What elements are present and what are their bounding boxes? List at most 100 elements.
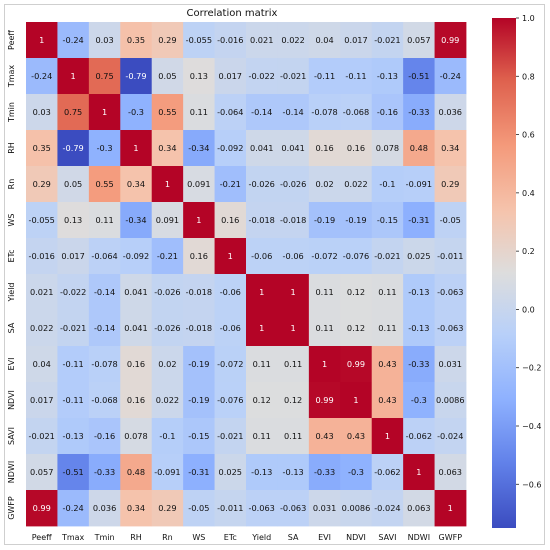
heatmap-cell [434, 202, 467, 239]
cell-value-label: 1 [291, 323, 296, 333]
heatmap-cell [371, 166, 404, 203]
cell-value-label: -0.063 [437, 323, 463, 333]
heatmap-cell [434, 94, 467, 131]
heatmap-cell [120, 382, 153, 419]
cell-value-label: 0.11 [315, 323, 333, 333]
cell-value-label: 0.11 [95, 215, 113, 225]
y-tick-label: NDWI [7, 461, 16, 483]
heatmap-cell [183, 238, 215, 275]
y-tick-label: ETc [7, 250, 16, 263]
cell-value-label: -0.33 [94, 467, 115, 477]
cell-value-label: -0.13 [283, 467, 304, 477]
cell-value-label: 0.078 [376, 143, 399, 153]
cell-value-label: 0.29 [158, 35, 176, 45]
cell-value-label: -0.076 [343, 251, 369, 261]
cell-value-label: 0.48 [127, 467, 145, 477]
colorbar-tick-label: 0.4 [522, 189, 535, 198]
cell-value-label: -0.068 [343, 107, 369, 117]
heatmap-cell [88, 274, 121, 311]
x-tick-label: EVI [318, 533, 331, 542]
heatmap-cell [403, 202, 435, 239]
heatmap-cell [88, 22, 121, 59]
cell-value-label: 0.16 [221, 215, 239, 225]
y-tick-label: Peeff [7, 30, 16, 50]
cell-value-label: -0.19 [188, 359, 209, 369]
heatmap-cell [57, 382, 90, 419]
heatmap-cell [214, 166, 247, 203]
heatmap-cell [371, 418, 404, 455]
heatmap-cell [88, 58, 121, 95]
heatmap-cell [26, 274, 58, 311]
heatmap-cell [26, 94, 58, 131]
heatmap-cell [151, 202, 184, 239]
cell-value-label: 0.16 [190, 251, 208, 261]
cell-value-label: -0.11 [314, 71, 335, 81]
heatmap-cell [434, 22, 467, 59]
heatmap-cell [277, 58, 310, 95]
heatmap-cell [120, 238, 153, 275]
heatmap-cell [120, 310, 153, 347]
cell-value-label: 1 [385, 431, 390, 441]
cell-value-label: -0.16 [94, 431, 115, 441]
heatmap-cell [308, 130, 341, 167]
cell-value-label: 0.041 [250, 143, 273, 153]
heatmap-cell [340, 382, 373, 419]
heatmap-cell [57, 490, 90, 527]
heatmap-cell [88, 130, 121, 167]
heatmap-cell [214, 454, 247, 491]
heatmap-cell [403, 274, 435, 311]
y-axis-ticks: Peeff Tmax Tmin RH Rn WS ETc Yield SA EVI NDVI SAVI… [7, 30, 16, 520]
cell-value-label: 0.12 [347, 323, 365, 333]
heatmap-cell [246, 22, 278, 59]
cell-value-label: 1 [71, 71, 76, 81]
heatmap-cell [214, 490, 247, 527]
cell-value-label: 0.75 [64, 107, 82, 117]
cell-value-label: -0.11 [63, 395, 84, 405]
heatmap-cell [308, 490, 341, 527]
x-tick-label: GWFP [439, 533, 463, 542]
heatmap-cell [308, 22, 341, 59]
cell-value-label: -0.51 [63, 467, 84, 477]
cell-value-label: -0.072 [217, 359, 243, 369]
cell-value-label: 0.12 [347, 287, 365, 297]
colorbar [492, 18, 516, 528]
heatmap-cell [434, 130, 467, 167]
cell-value-label: 0.063 [407, 503, 430, 513]
cell-value-label: -0.062 [374, 467, 400, 477]
cell-value-label: -0.024 [374, 503, 400, 513]
cell-value-label: 1 [228, 251, 233, 261]
heatmap-cell [120, 418, 153, 455]
cell-value-label: 0.75 [95, 71, 113, 81]
cell-value-label: 1 [416, 467, 421, 477]
cell-value-label: 0.99 [315, 395, 333, 405]
cell-value-label: -0.021 [374, 35, 400, 45]
heatmap-cell [120, 166, 153, 203]
cell-value-label: -0.15 [377, 215, 398, 225]
heatmap-cell [183, 346, 215, 383]
heatmap-cell [183, 274, 215, 311]
cell-value-label: -0.011 [217, 503, 243, 513]
heatmap-cell [434, 166, 467, 203]
cell-value-label: 0.11 [378, 287, 396, 297]
cell-value-label: -0.078 [311, 107, 337, 117]
heatmap-cell [277, 310, 310, 347]
cell-value-label: 0.05 [158, 71, 176, 81]
cell-value-label: 0.43 [347, 431, 365, 441]
heatmap-cell [120, 454, 153, 491]
heatmap-cell [371, 382, 404, 419]
heatmap-cell [434, 58, 467, 95]
heatmap-cell [371, 58, 404, 95]
cell-value-label: -0.05 [188, 503, 209, 513]
heatmap-cell [371, 490, 404, 527]
heatmap-cell [308, 310, 341, 347]
cell-value-label: -0.13 [377, 71, 398, 81]
cell-value-label: -0.05 [440, 215, 461, 225]
heatmap-cell [371, 238, 404, 275]
cell-value-label: 0.35 [33, 143, 51, 153]
heatmap-cell [246, 94, 278, 131]
heatmap-cell [277, 454, 310, 491]
colorbar-tick-label: 1.0 [522, 14, 535, 23]
heatmap-cell [214, 58, 247, 95]
cell-value-label: -0.31 [188, 467, 209, 477]
cell-value-label: 0.11 [190, 107, 208, 117]
